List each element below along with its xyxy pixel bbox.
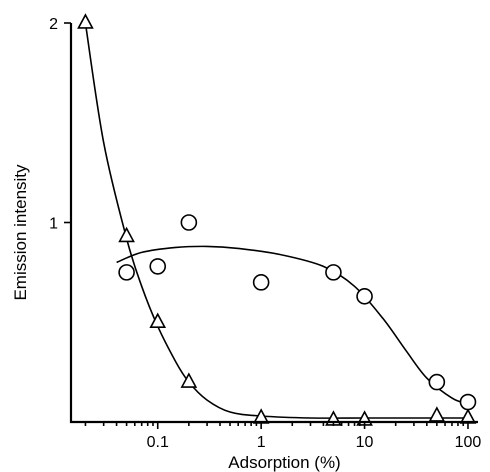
- x-tick-label: 1: [257, 434, 266, 451]
- circle-fit-curve: [116, 245, 469, 405]
- axis-lines: [69, 23, 478, 424]
- triangle-point: [77, 13, 94, 29]
- y-axis-label: Emission intensity: [11, 164, 30, 301]
- circle-point: [180, 214, 198, 231]
- circle-point: [325, 264, 342, 281]
- axes: [69, 23, 478, 424]
- circle-point: [356, 288, 373, 305]
- y-tick-label: 2: [49, 16, 58, 33]
- x-tick-label: 10: [356, 434, 374, 451]
- fit-curves: [84, 22, 469, 419]
- circle-point: [118, 264, 135, 281]
- triangle-point: [149, 312, 167, 328]
- circle-point: [149, 258, 167, 275]
- x-tick-label: 100: [455, 434, 482, 451]
- y-tick-label: 1: [49, 216, 58, 233]
- circle-point: [428, 373, 446, 391]
- triangle-point: [428, 406, 446, 422]
- x-axis-label: Adsorption (%): [228, 453, 340, 472]
- x-tick-label: 0.1: [147, 434, 169, 451]
- triangle-point: [180, 372, 198, 388]
- triangle-point: [118, 226, 135, 243]
- triangle-fit-curve: [84, 22, 468, 419]
- ticks: 0.1 1 10 100 1 2: [49, 16, 481, 451]
- circle-point: [252, 274, 270, 291]
- circle-point: [459, 393, 477, 411]
